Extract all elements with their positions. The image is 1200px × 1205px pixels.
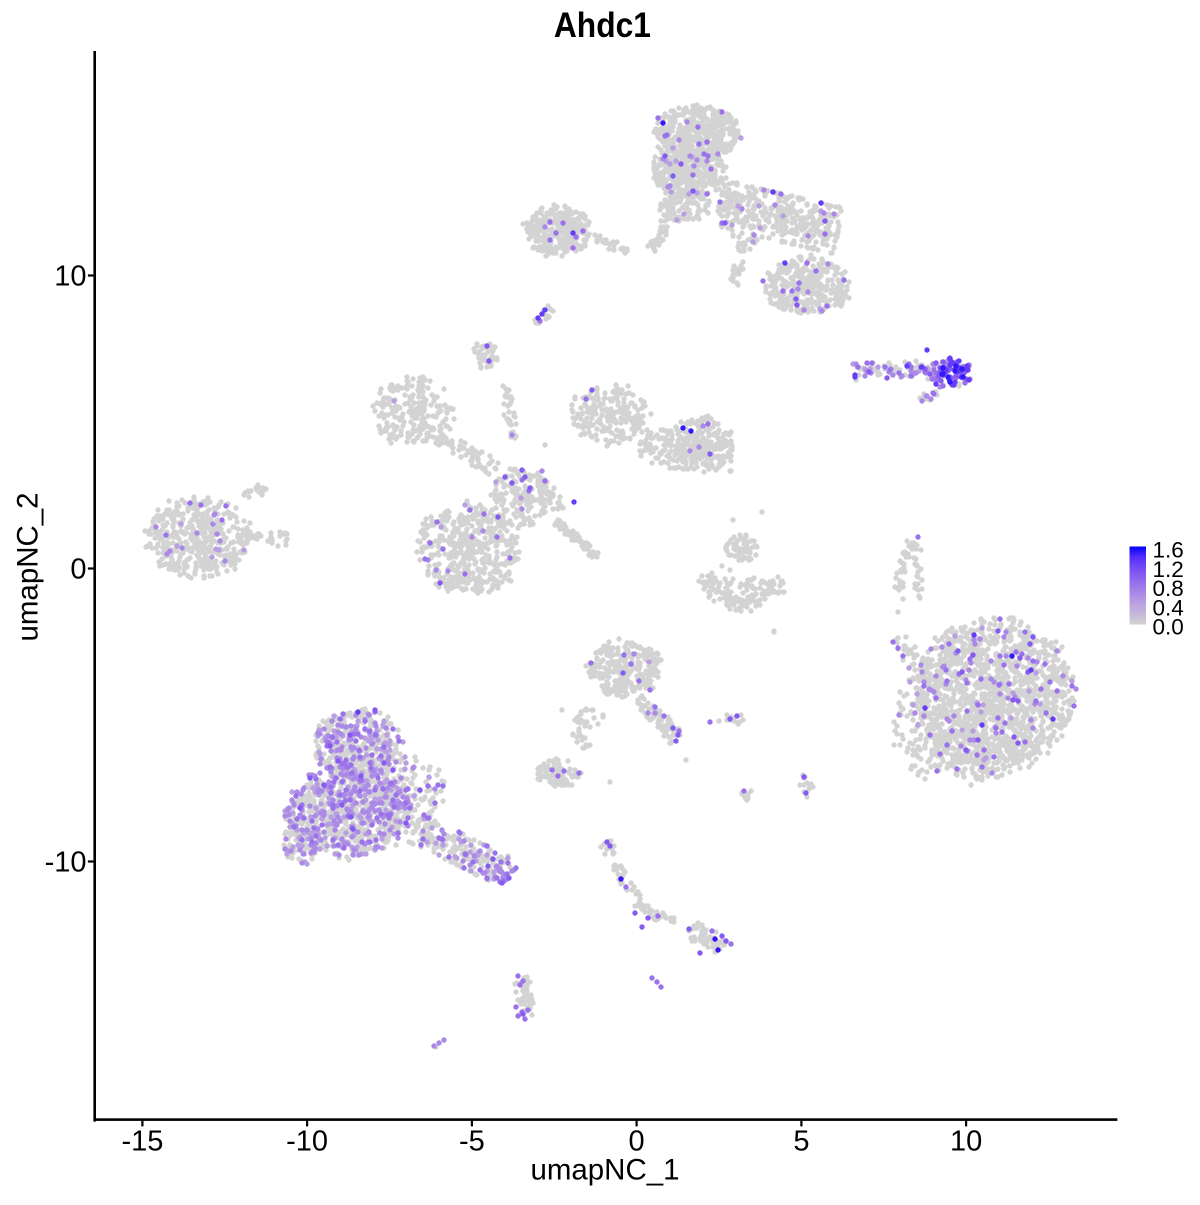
svg-text:10: 10 bbox=[54, 261, 86, 293]
svg-text:0.4: 0.4 bbox=[1153, 595, 1184, 620]
svg-text:-15: -15 bbox=[121, 1125, 163, 1157]
svg-text:-10: -10 bbox=[45, 847, 87, 879]
svg-text:10: 10 bbox=[950, 1125, 982, 1157]
svg-text:0: 0 bbox=[629, 1125, 645, 1157]
svg-text:1.6: 1.6 bbox=[1153, 538, 1184, 563]
svg-text:-5: -5 bbox=[459, 1125, 485, 1157]
svg-text:0.0: 0.0 bbox=[1153, 615, 1184, 640]
svg-text:Ahdc1: Ahdc1 bbox=[554, 6, 651, 45]
svg-text:0.8: 0.8 bbox=[1153, 576, 1184, 601]
svg-text:5: 5 bbox=[793, 1125, 809, 1157]
svg-text:umapNC_1: umapNC_1 bbox=[531, 1153, 680, 1186]
svg-text:1.2: 1.2 bbox=[1153, 557, 1184, 582]
svg-text:umapNC_2: umapNC_2 bbox=[12, 493, 45, 642]
svg-text:-10: -10 bbox=[286, 1125, 328, 1157]
svg-text:0: 0 bbox=[70, 554, 86, 586]
